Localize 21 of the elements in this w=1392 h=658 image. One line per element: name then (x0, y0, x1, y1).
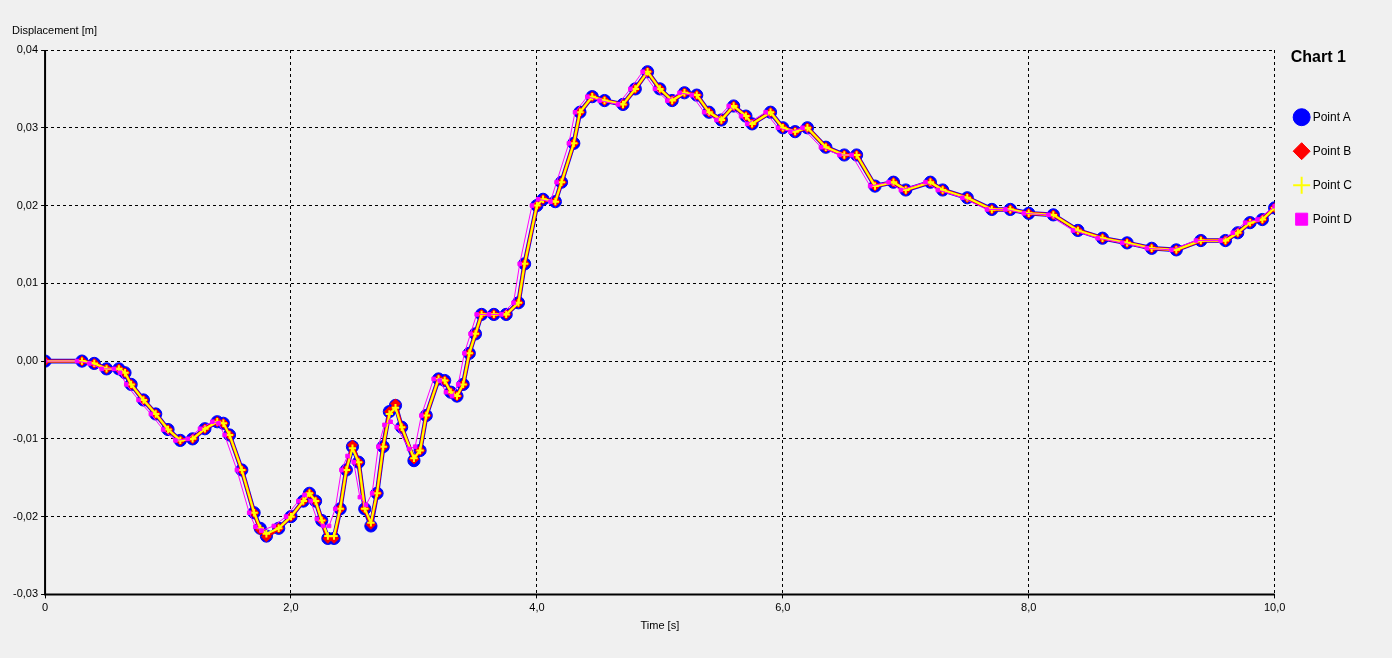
x-tick-label: 6,0 (775, 601, 791, 614)
legend-label: Point A (1312, 109, 1351, 124)
legend-label: Point D (1312, 211, 1353, 226)
x-tick-label: 8,0 (1021, 601, 1037, 614)
y-axis-title: Displacement [m] (12, 23, 97, 36)
x-tick-label: 0 (42, 601, 49, 614)
y-tick-label: 0,00 (16, 354, 39, 367)
x-tick-label: 2,0 (283, 601, 299, 614)
legend-label: Point B (1312, 143, 1352, 158)
y-tick-label: 0,03 (16, 120, 39, 133)
legend-title: Chart 1 (1290, 48, 1346, 66)
x-tick-label: 10,0 (1263, 601, 1286, 614)
y-tick-label: -0,03 (12, 587, 39, 600)
legend-label: Point C (1312, 177, 1353, 192)
x-axis-title: Time [s] (640, 618, 680, 631)
y-tick-label: 0,02 (16, 198, 39, 211)
x-tick-label: 4,0 (529, 601, 545, 614)
y-tick-label: 0,01 (16, 276, 39, 289)
y-tick-label: 0,04 (16, 43, 39, 56)
y-tick-label: -0,02 (12, 509, 39, 522)
y-tick-label: -0,01 (12, 431, 39, 444)
